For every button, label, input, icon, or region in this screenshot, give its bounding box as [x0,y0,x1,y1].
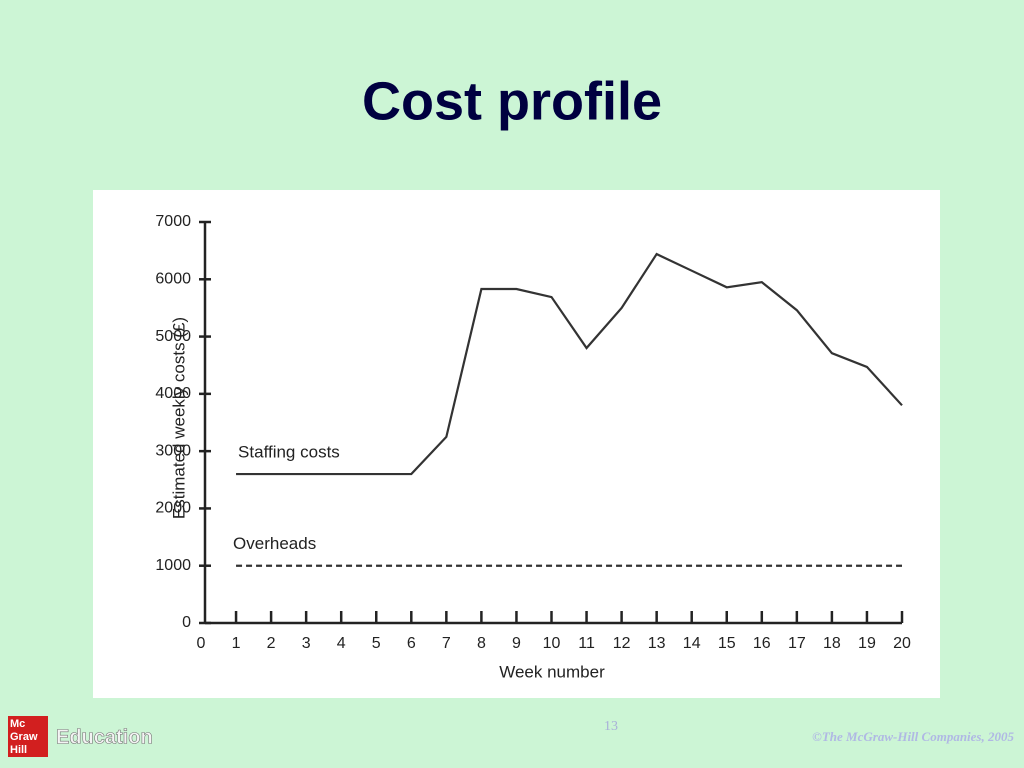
y-tick-label: 4000 [155,385,191,402]
slide-number: 13 [604,719,618,734]
x-tick-label: 16 [753,635,771,652]
logo-text: Mc [10,718,25,730]
x-tick-label: 18 [823,635,841,652]
x-tick-label: 20 [893,635,911,652]
x-tick-label: 17 [788,635,806,652]
copyright: ©The McGraw-Hill Companies, 2005 [812,729,1014,744]
x-tick-label: 7 [442,635,451,652]
x-tick-label: 8 [477,635,486,652]
series-line [236,252,903,476]
x-tick-label: 2 [267,635,276,652]
x-tick-label: 4 [337,635,346,652]
x-tick-label: 0 [197,635,206,652]
y-tick-label: 2000 [155,500,191,517]
logo-label: Education [56,726,153,748]
x-tick-label: 1 [232,635,241,652]
series-label: Overheads [233,534,316,553]
x-tick-label: 11 [578,635,595,652]
x-tick-label: 14 [683,635,701,652]
x-tick-label: 3 [302,635,311,652]
logo-box [8,716,48,757]
y-tick-label: 6000 [155,271,191,288]
y-tick-label: 1000 [155,557,191,574]
slide-title: Cost profile [362,71,662,131]
x-tick-label: 10 [543,635,561,652]
x-tick-label: 13 [648,635,666,652]
x-axis-label: Week number [499,662,605,681]
y-tick-label: 7000 [155,213,191,230]
y-tick-label: 5000 [155,328,191,345]
logo-text: Graw [10,731,38,743]
y-tick-label: 3000 [155,442,191,459]
logo-text: Hill [10,744,27,756]
x-tick-label: 12 [613,635,631,652]
x-tick-label: 15 [718,635,736,652]
x-tick-label: 5 [372,635,381,652]
x-tick-label: 6 [407,635,416,652]
series-label: Staffing costs [238,443,340,462]
y-tick-label: 0 [182,614,191,631]
x-tick-label: 19 [858,635,876,652]
y-axis-label: Estimated weekly costs (£) [169,317,188,519]
x-tick-label: 9 [512,635,521,652]
